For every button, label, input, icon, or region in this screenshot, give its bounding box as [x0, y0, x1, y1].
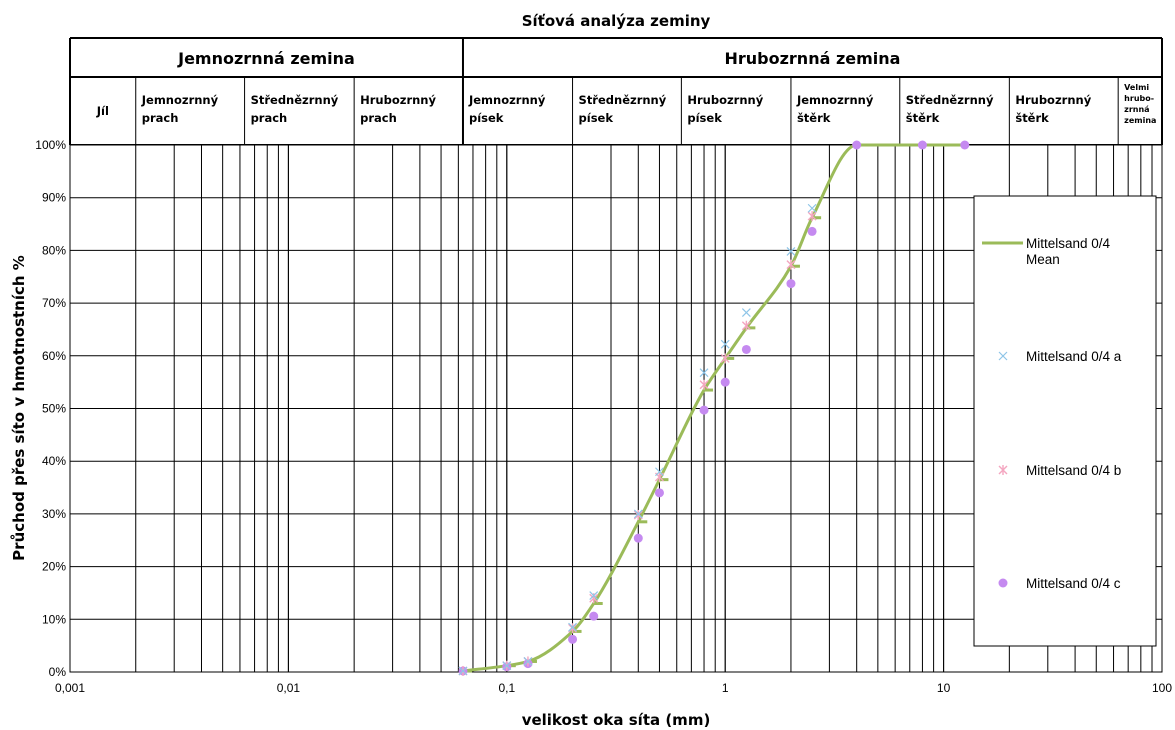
data-point: [633, 509, 643, 519]
soil-fraction-label: písek: [469, 111, 504, 125]
legend-swatch: [998, 465, 1008, 475]
x-tick-label: 0,01: [277, 681, 301, 695]
soil-fraction-label: štěrk: [906, 111, 940, 125]
sample-markers-layer: [458, 140, 970, 676]
soil-fraction-label: hrubo-: [1124, 94, 1154, 103]
y-tick-label: 10%: [42, 612, 66, 626]
data-point: [786, 247, 796, 256]
soil-fraction-label: prach: [142, 111, 179, 125]
y-tick-label: 50%: [42, 402, 66, 416]
data-point: [741, 308, 751, 318]
y-tick-label: 60%: [42, 349, 66, 363]
x-tick-label: 1: [722, 681, 729, 695]
data-point: [807, 211, 817, 222]
data-point: [960, 140, 970, 150]
data-point: [786, 259, 796, 270]
data-point: [786, 279, 796, 289]
legend-swatch: [998, 351, 1008, 361]
data-point: [523, 657, 533, 666]
soil-fraction-label: zrnná: [1124, 105, 1149, 114]
x-tick-label: 0,001: [55, 681, 85, 695]
data-point: [741, 320, 751, 331]
y-axis-label: Průchod přes síto v hmotnostních %: [10, 255, 28, 561]
plot-border: [69, 144, 1163, 673]
soil-fraction-label: prach: [251, 111, 288, 125]
soil-fraction-label: štěrk: [797, 111, 831, 125]
data-point: [568, 634, 578, 644]
soil-fraction-label: Střednězrnný: [579, 93, 667, 107]
data-point: [655, 467, 664, 477]
soil-fraction-label: Střednězrnný: [906, 93, 994, 107]
soil-fraction-label: Hrubozrnný: [687, 93, 763, 107]
legend-label: Mittelsand 0/4 a: [1026, 349, 1122, 364]
axis-ticks: 0% 10% 20% 30% 40% 50% 60% 70% 80% 90% 100% 0,001 0,…: [35, 138, 1172, 695]
soil-fraction-label: Jemnozrnný: [796, 93, 874, 107]
data-point: [807, 226, 817, 236]
data-point: [807, 203, 817, 213]
soil-group-label: Hrubozrnná zemina: [724, 49, 900, 68]
data-point: [699, 368, 709, 378]
data-point: [741, 344, 751, 354]
legend: Mittelsand 0/4 Mean Mittelsand 0/4 a Mittel…: [973, 195, 1157, 647]
data-point: [589, 611, 599, 621]
x-tick-label: 100: [1152, 681, 1172, 695]
x-tick-label: 10: [937, 681, 951, 695]
y-tick-label: 40%: [42, 454, 66, 468]
chart-title: Síťová analýza zeminy: [522, 12, 711, 30]
soil-fraction-label: Jíl: [96, 104, 109, 118]
data-point: [917, 140, 927, 150]
data-point: [720, 353, 730, 364]
soil-fraction-label: zemina: [1124, 116, 1156, 125]
data-point: [633, 509, 643, 520]
y-tick-label: 70%: [42, 296, 66, 310]
soil-fraction-label: Jemnozrnný: [141, 93, 219, 107]
data-point: [699, 405, 709, 415]
data-point: [633, 533, 643, 543]
x-axis-label: velikost oka síta (mm): [522, 711, 711, 729]
data-point: [654, 488, 664, 498]
data-point: [720, 339, 730, 349]
soil-fraction-label: písek: [687, 111, 722, 125]
data-point: [502, 661, 512, 671]
data-point: [852, 140, 862, 150]
legend-swatch: [998, 578, 1008, 588]
y-tick-label: 0%: [49, 665, 67, 679]
soil-fraction-label: Jemnozrnný: [468, 93, 546, 107]
y-tick-label: 20%: [42, 560, 66, 574]
y-tick-label: 30%: [42, 507, 66, 521]
data-point: [568, 622, 577, 632]
legend-label: Mittelsand 0/4 b: [1026, 463, 1121, 478]
soil-fraction-label: Hrubozrnný: [360, 93, 436, 107]
data-point: [568, 623, 578, 634]
data-point: [458, 666, 468, 676]
soil-fraction-label: Střednězrnný: [251, 93, 339, 107]
soil-fraction-label: písek: [579, 111, 614, 125]
y-tick-label: 90%: [42, 191, 66, 205]
soil-group-label: Jemnozrnná zemina: [177, 49, 355, 68]
data-point: [699, 379, 709, 390]
legend-label: Mittelsand 0/4 Mean: [1026, 236, 1111, 267]
soil-fraction-label: prach: [360, 111, 397, 125]
y-tick-label: 80%: [42, 243, 66, 257]
soil-fraction-label: Hrubozrnný: [1015, 93, 1091, 107]
legend-label: Mittelsand 0/4 c: [1026, 576, 1121, 591]
data-point: [589, 591, 599, 601]
x-tick-label: 0,1: [498, 681, 515, 695]
legend-box: [973, 195, 1157, 647]
data-point: [720, 377, 730, 387]
soil-fraction-label: štěrk: [1015, 111, 1049, 125]
soil-fraction-label: Velmi: [1124, 83, 1149, 92]
y-tick-label: 100%: [35, 138, 66, 152]
